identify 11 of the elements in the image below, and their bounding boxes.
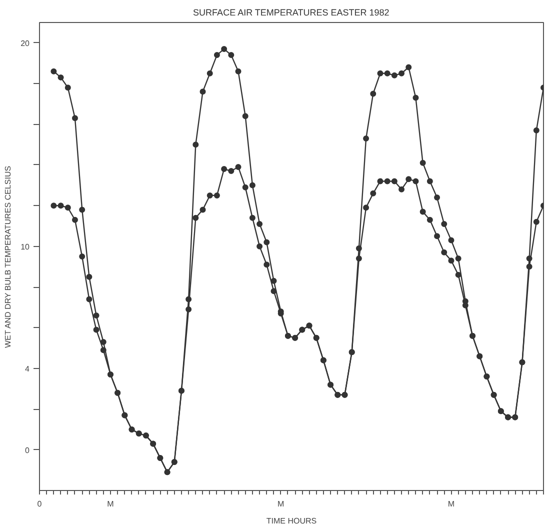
x-tick-label: M bbox=[107, 500, 114, 508]
x-tick-label: 0 bbox=[37, 500, 42, 508]
y-tick-label: 10 bbox=[20, 242, 30, 252]
chart-title: SURFACE AIR TEMPERATURES EASTER 1982 bbox=[193, 8, 390, 18]
y-axis-title: WET AND DRY BULB TEMPERATURES CELSIUS bbox=[4, 166, 13, 348]
y-tick-label: 20 bbox=[20, 38, 30, 48]
y-tick-label: 4 bbox=[25, 364, 30, 374]
x-tick-label: M bbox=[448, 500, 455, 508]
y-tick-label: 0 bbox=[25, 446, 30, 455]
x-axis-title: TIME HOURS bbox=[266, 516, 317, 526]
x-tick-label: M bbox=[278, 500, 285, 508]
